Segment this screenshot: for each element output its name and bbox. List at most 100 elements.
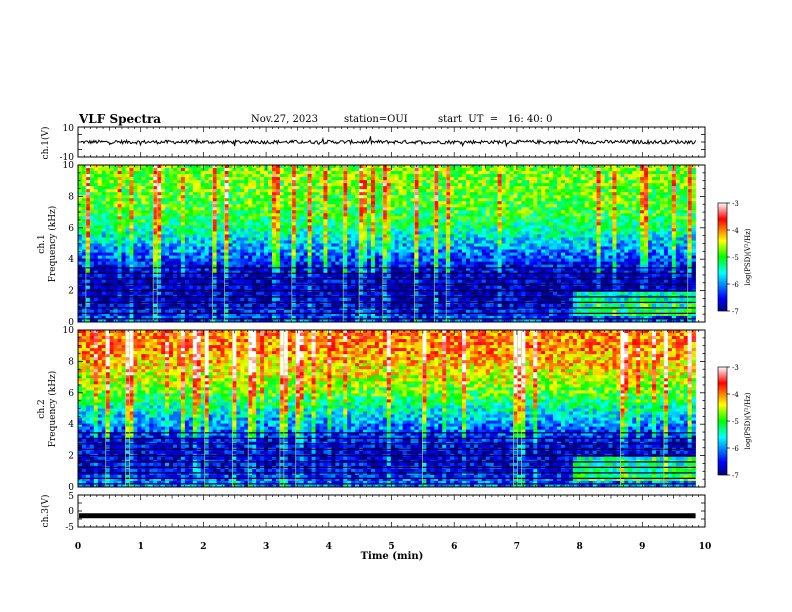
spectrogram-cell (628, 237, 633, 241)
spectrogram-cell (446, 201, 451, 205)
spectrogram-cell (212, 222, 217, 226)
spectrogram-cell (513, 207, 518, 211)
spectrogram-cell (93, 168, 99, 172)
spectrogram-cell (291, 246, 297, 250)
spectrogram-cell (628, 192, 633, 196)
spectrogram-cell (236, 225, 241, 229)
spectrogram-cell (323, 213, 328, 217)
spectrogram-cell (620, 231, 625, 235)
spectrogram-cell (557, 195, 562, 199)
spectrogram-cell (588, 240, 593, 244)
spectrogram-cell (133, 186, 138, 190)
spectrogram-cell (335, 201, 340, 205)
spectrogram-cell (541, 165, 546, 169)
spectrogram-cell (560, 231, 566, 235)
spectrogram-cell (509, 249, 514, 253)
spectrogram-cell (109, 237, 114, 241)
spectrogram-cell (121, 201, 126, 205)
spectrogram-cell (533, 240, 538, 244)
spectrogram-cell (489, 180, 494, 184)
spectrogram-cell (592, 219, 597, 223)
spectrogram-cell (149, 249, 154, 253)
spectrogram-cell (529, 177, 534, 181)
spectrogram-cell (513, 219, 518, 223)
spectrogram-cell (295, 204, 300, 208)
spectrogram-cell (584, 198, 589, 202)
spectrogram-cell (549, 216, 554, 220)
spectrogram-cell (176, 192, 182, 196)
spectrogram-cell (568, 234, 574, 238)
spectrogram-cell (533, 216, 538, 220)
spectrogram-cell (414, 219, 419, 223)
spectrogram-cell (458, 195, 463, 199)
spectrogram-cell (121, 255, 126, 259)
spectrogram-cell (260, 219, 265, 223)
spectrogram-cell (125, 243, 130, 247)
spectrogram-cell (327, 228, 332, 232)
spectrogram-cell (667, 174, 673, 178)
spectrogram-cell (568, 255, 574, 259)
spectrogram-cell (374, 228, 380, 232)
spectrogram-cell (493, 255, 498, 259)
spectrogram-cell (192, 243, 198, 247)
spectrogram-cell (608, 231, 613, 235)
spectrogram-cell (390, 189, 396, 193)
spectrogram-cell (683, 174, 688, 178)
spectrogram-cell (691, 195, 696, 199)
spectrogram-cell (406, 210, 411, 214)
spectrogram-cell (208, 201, 213, 205)
spectrogram-cell (216, 183, 221, 187)
spectrogram-cell (216, 240, 221, 244)
spectrogram-cell (604, 210, 609, 214)
spectrogram-cell (351, 258, 356, 262)
spectrogram-cell (473, 204, 479, 208)
spectrogram-cell (430, 252, 435, 256)
spectrogram-cell (236, 180, 241, 184)
spectrogram-cell (521, 249, 526, 253)
spectrogram-cell (180, 219, 186, 223)
spectrogram-cell (430, 234, 435, 238)
spectrogram-cell (176, 252, 182, 256)
spectrogram-cell (489, 171, 494, 175)
spectrogram-cell (117, 213, 122, 217)
spectrogram-cell (616, 219, 621, 223)
spectrogram-cell (248, 177, 253, 181)
spectrogram-cell (117, 189, 122, 193)
spectrogram-cell (359, 168, 364, 172)
spectrogram-cell (260, 240, 265, 244)
spectrogram-cell (303, 255, 308, 259)
spectrogram-cell (410, 228, 415, 232)
spectrogram-cell (216, 177, 221, 181)
spectrogram-cell (537, 243, 542, 247)
spectrogram-cell (101, 228, 107, 232)
spectrogram-cell (188, 189, 194, 193)
spectrogram-cell (640, 225, 645, 229)
spectrogram-cell (394, 171, 399, 175)
spectrogram-cell (541, 207, 546, 211)
spectrogram-cell (402, 234, 407, 238)
spectrogram-cell (422, 228, 427, 232)
spectrogram-cell (343, 198, 348, 202)
spectrogram-cell (295, 168, 300, 172)
spectrogram-cell (493, 201, 498, 205)
spectrogram-cell (169, 183, 174, 187)
spectrogram-cell (450, 174, 455, 178)
spectrogram-cell (426, 255, 431, 259)
spectrogram-cell (236, 183, 241, 187)
spectrogram-cell (640, 204, 645, 208)
spectrogram-cell (165, 186, 170, 190)
spectrogram-cell (264, 258, 269, 262)
spectrogram-cell (165, 243, 170, 247)
spectrogram-cell (410, 204, 415, 208)
spectrogram-cell (576, 165, 582, 169)
spectrogram-cell (446, 195, 451, 199)
spectrogram-cell (549, 222, 554, 226)
spectrogram-cell (339, 207, 344, 211)
spectrogram-cell (493, 198, 498, 202)
spectrogram-cell (208, 177, 213, 181)
spectrogram-cell (343, 177, 348, 181)
spectrogram-cell (216, 168, 221, 172)
spectrogram-cell (271, 243, 277, 247)
spectrogram-cell (319, 225, 324, 229)
spectrogram-cell (588, 243, 593, 247)
